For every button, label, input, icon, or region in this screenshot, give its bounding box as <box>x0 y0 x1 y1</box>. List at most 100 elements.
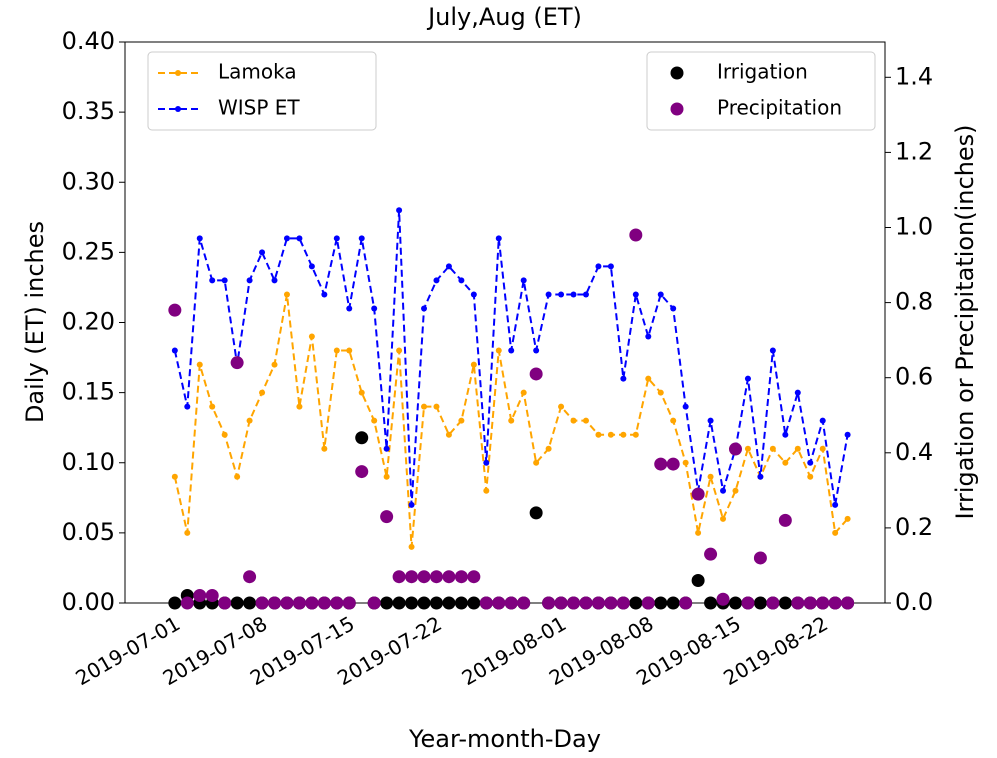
line-point <box>246 277 253 284</box>
line-point <box>433 277 440 284</box>
line-point <box>196 361 203 368</box>
scatter-point <box>243 596 257 610</box>
line-point <box>396 207 403 214</box>
line-point <box>720 487 727 494</box>
scatter-point <box>330 596 344 610</box>
scatter-point <box>180 596 194 610</box>
line-point <box>184 529 191 536</box>
scatter-point <box>479 596 493 610</box>
line-point <box>832 501 839 508</box>
scatter-point <box>629 596 643 610</box>
line-point <box>321 291 328 298</box>
y2-tick-label: 0.4 <box>895 438 933 466</box>
line-point <box>259 389 266 396</box>
line-point <box>221 431 228 438</box>
scatter-point <box>704 596 718 610</box>
line-point <box>819 445 826 452</box>
line-point <box>682 403 689 410</box>
legend-label: Irrigation <box>717 60 808 84</box>
line-point <box>807 473 814 480</box>
line-point <box>720 515 727 522</box>
line-point <box>445 263 452 270</box>
scatter-point <box>317 596 331 610</box>
line-point <box>184 403 191 410</box>
scatter-point <box>616 596 630 610</box>
line-point <box>246 417 253 424</box>
line-point <box>757 473 764 480</box>
scatter-point <box>741 596 755 610</box>
scatter-point <box>292 596 306 610</box>
line-point <box>483 459 490 466</box>
line-point <box>458 417 465 424</box>
line-point <box>844 515 851 522</box>
line-point <box>171 347 178 354</box>
scatter-point <box>704 547 718 561</box>
line-point <box>607 263 614 270</box>
scatter-point <box>280 596 294 610</box>
line-point <box>171 473 178 480</box>
scatter-point <box>342 596 356 610</box>
scatter-point <box>467 596 481 610</box>
scatter-point <box>243 570 257 584</box>
scatter-point <box>828 596 842 610</box>
y2-tick-label: 0.0 <box>895 588 933 616</box>
scatter-point <box>392 596 406 610</box>
line-point <box>371 417 378 424</box>
line-point <box>421 403 428 410</box>
line-point <box>308 263 315 270</box>
y-tick-label: 0.00 <box>62 588 115 616</box>
y-tick-label: 0.25 <box>62 237 115 265</box>
line-point <box>470 291 477 298</box>
y-tick-label: 0.35 <box>62 97 115 125</box>
scatter-point <box>467 570 481 584</box>
line-point <box>283 235 290 242</box>
scatter-point <box>753 551 767 565</box>
line-point <box>433 403 440 410</box>
line-point <box>259 249 266 256</box>
line-point <box>283 291 290 298</box>
line-point <box>582 417 589 424</box>
scatter-point <box>691 487 705 501</box>
line-point <box>632 291 639 298</box>
scatter-point <box>429 596 443 610</box>
y2-tick-label: 1.2 <box>895 137 933 165</box>
line-point <box>333 347 340 354</box>
legend-box <box>147 51 377 131</box>
line-point <box>645 375 652 382</box>
scatter-point <box>442 570 456 584</box>
line-point <box>308 333 315 340</box>
line-point <box>296 403 303 410</box>
y-tick-label: 0.40 <box>62 27 115 55</box>
scatter-point <box>554 596 568 610</box>
scatter-point <box>816 596 830 610</box>
line-point <box>271 277 278 284</box>
scatter-point <box>205 588 219 602</box>
line-point <box>234 473 241 480</box>
scatter-point <box>429 570 443 584</box>
scatter-point <box>591 596 605 610</box>
line-point <box>558 403 565 410</box>
line-point <box>321 445 328 452</box>
legend-marker <box>670 66 684 80</box>
y-tick-label: 0.20 <box>62 308 115 336</box>
scatter-point <box>641 596 655 610</box>
scatter-point <box>380 596 394 610</box>
scatter-point <box>666 457 680 471</box>
line-point <box>670 305 677 312</box>
y2-tick-label: 1.4 <box>895 62 933 90</box>
line-point <box>396 347 403 354</box>
line-point <box>570 417 577 424</box>
line-point <box>595 263 602 270</box>
scatter-point <box>268 596 282 610</box>
scatter-point <box>778 596 792 610</box>
scatter-point <box>567 596 581 610</box>
line-point <box>794 389 801 396</box>
line-point <box>458 277 465 284</box>
scatter-point <box>355 431 369 445</box>
line-point <box>408 543 415 550</box>
line-point <box>533 347 540 354</box>
line-point <box>645 333 652 340</box>
line-point <box>483 487 490 494</box>
line-point <box>383 473 390 480</box>
line-point <box>508 347 515 354</box>
